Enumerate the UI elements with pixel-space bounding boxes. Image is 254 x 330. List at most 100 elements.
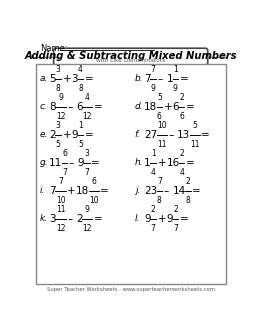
Text: 2: 2: [185, 177, 189, 186]
Text: –: –: [168, 130, 173, 140]
Text: 27: 27: [144, 130, 157, 140]
Text: 7: 7: [150, 224, 155, 233]
Text: =: =: [185, 102, 194, 112]
Text: k.: k.: [40, 214, 48, 223]
Text: 9: 9: [71, 130, 78, 140]
Text: 6: 6: [91, 177, 96, 186]
Text: 2: 2: [76, 214, 82, 224]
Text: 11: 11: [189, 140, 199, 149]
Text: 2: 2: [150, 205, 155, 214]
Text: 2: 2: [179, 149, 183, 158]
Text: 8: 8: [185, 196, 189, 205]
Text: 5: 5: [56, 140, 60, 149]
Text: 9: 9: [166, 214, 172, 224]
Text: =: =: [179, 214, 188, 224]
Text: 9: 9: [144, 214, 150, 224]
Text: 5: 5: [192, 121, 196, 130]
Text: +: +: [67, 186, 75, 196]
Text: 14: 14: [172, 186, 185, 196]
Text: 7: 7: [172, 224, 177, 233]
Text: 4: 4: [85, 93, 89, 102]
Text: –: –: [157, 74, 162, 84]
Text: =: =: [85, 130, 93, 140]
Text: 8: 8: [156, 196, 161, 205]
Text: 12: 12: [82, 112, 92, 121]
Text: 1: 1: [172, 65, 177, 74]
Text: 5: 5: [49, 74, 56, 84]
Text: 6: 6: [179, 112, 183, 121]
Text: 7: 7: [156, 177, 161, 186]
Text: 6: 6: [156, 112, 161, 121]
Text: e.: e.: [40, 130, 48, 139]
Text: +: +: [163, 102, 172, 112]
Text: 9: 9: [77, 158, 84, 168]
Text: 1: 1: [78, 121, 83, 130]
Text: 6: 6: [172, 102, 179, 112]
Text: h.: h.: [134, 158, 143, 167]
Text: 12: 12: [56, 224, 65, 233]
Text: 7: 7: [84, 168, 89, 177]
Text: 13: 13: [177, 130, 190, 140]
Text: +: +: [62, 74, 71, 84]
Text: –: –: [67, 102, 72, 112]
Text: =: =: [179, 74, 188, 84]
Text: 1: 1: [166, 74, 172, 84]
Text: 9: 9: [58, 93, 63, 102]
Text: 9: 9: [172, 84, 177, 93]
Text: 8: 8: [49, 102, 56, 112]
Text: +: +: [157, 214, 165, 224]
Text: j.: j.: [134, 186, 139, 195]
Text: 6: 6: [76, 102, 82, 112]
Text: 9: 9: [150, 84, 155, 93]
Text: 8: 8: [78, 84, 83, 93]
Text: 18: 18: [144, 102, 157, 112]
FancyBboxPatch shape: [36, 64, 225, 283]
Text: 2: 2: [172, 205, 177, 214]
FancyBboxPatch shape: [53, 48, 207, 65]
Text: 7: 7: [58, 177, 63, 186]
Text: =: =: [94, 214, 102, 224]
Text: d.: d.: [134, 102, 143, 112]
Text: 11: 11: [156, 140, 166, 149]
Text: Name:: Name:: [40, 44, 67, 53]
Text: 2: 2: [179, 93, 183, 102]
Text: =: =: [185, 158, 194, 168]
Text: 9: 9: [85, 205, 89, 214]
Text: +: +: [157, 158, 165, 168]
Text: 5: 5: [78, 140, 83, 149]
Text: 10: 10: [88, 196, 98, 205]
Text: 6: 6: [62, 149, 67, 158]
Text: –: –: [67, 214, 72, 224]
Text: Super Teacher Worksheets - www.superteacherworksheets.com: Super Teacher Worksheets - www.superteac…: [46, 287, 214, 292]
Text: with Like Denominators: with Like Denominators: [96, 58, 165, 63]
Text: 4: 4: [150, 168, 155, 177]
Text: 5: 5: [156, 93, 161, 102]
Text: 7: 7: [62, 168, 67, 177]
Text: a.: a.: [40, 75, 48, 83]
Text: 7: 7: [144, 74, 150, 84]
Text: Adding & Subtracting Mixed Numbers: Adding & Subtracting Mixed Numbers: [24, 50, 236, 61]
Text: 8: 8: [56, 84, 60, 93]
Text: 2: 2: [49, 130, 56, 140]
Text: 3: 3: [56, 65, 60, 74]
Text: 1: 1: [144, 158, 150, 168]
Text: c.: c.: [40, 102, 47, 112]
Text: 7: 7: [150, 65, 155, 74]
Text: 4: 4: [179, 168, 183, 177]
Text: =: =: [200, 130, 209, 140]
Text: f.: f.: [134, 130, 140, 139]
Text: 7: 7: [49, 186, 56, 196]
Text: 23: 23: [144, 186, 157, 196]
Text: 12: 12: [82, 224, 92, 233]
Text: 4: 4: [78, 65, 83, 74]
Text: 1: 1: [150, 149, 155, 158]
Text: 3: 3: [71, 74, 78, 84]
Text: 3: 3: [49, 214, 56, 224]
Text: 11: 11: [56, 205, 65, 214]
Text: 16: 16: [166, 158, 179, 168]
Text: 3: 3: [84, 149, 89, 158]
Text: =: =: [91, 158, 100, 168]
Text: 10: 10: [56, 196, 65, 205]
Text: 10: 10: [156, 121, 166, 130]
Text: 11: 11: [49, 158, 62, 168]
